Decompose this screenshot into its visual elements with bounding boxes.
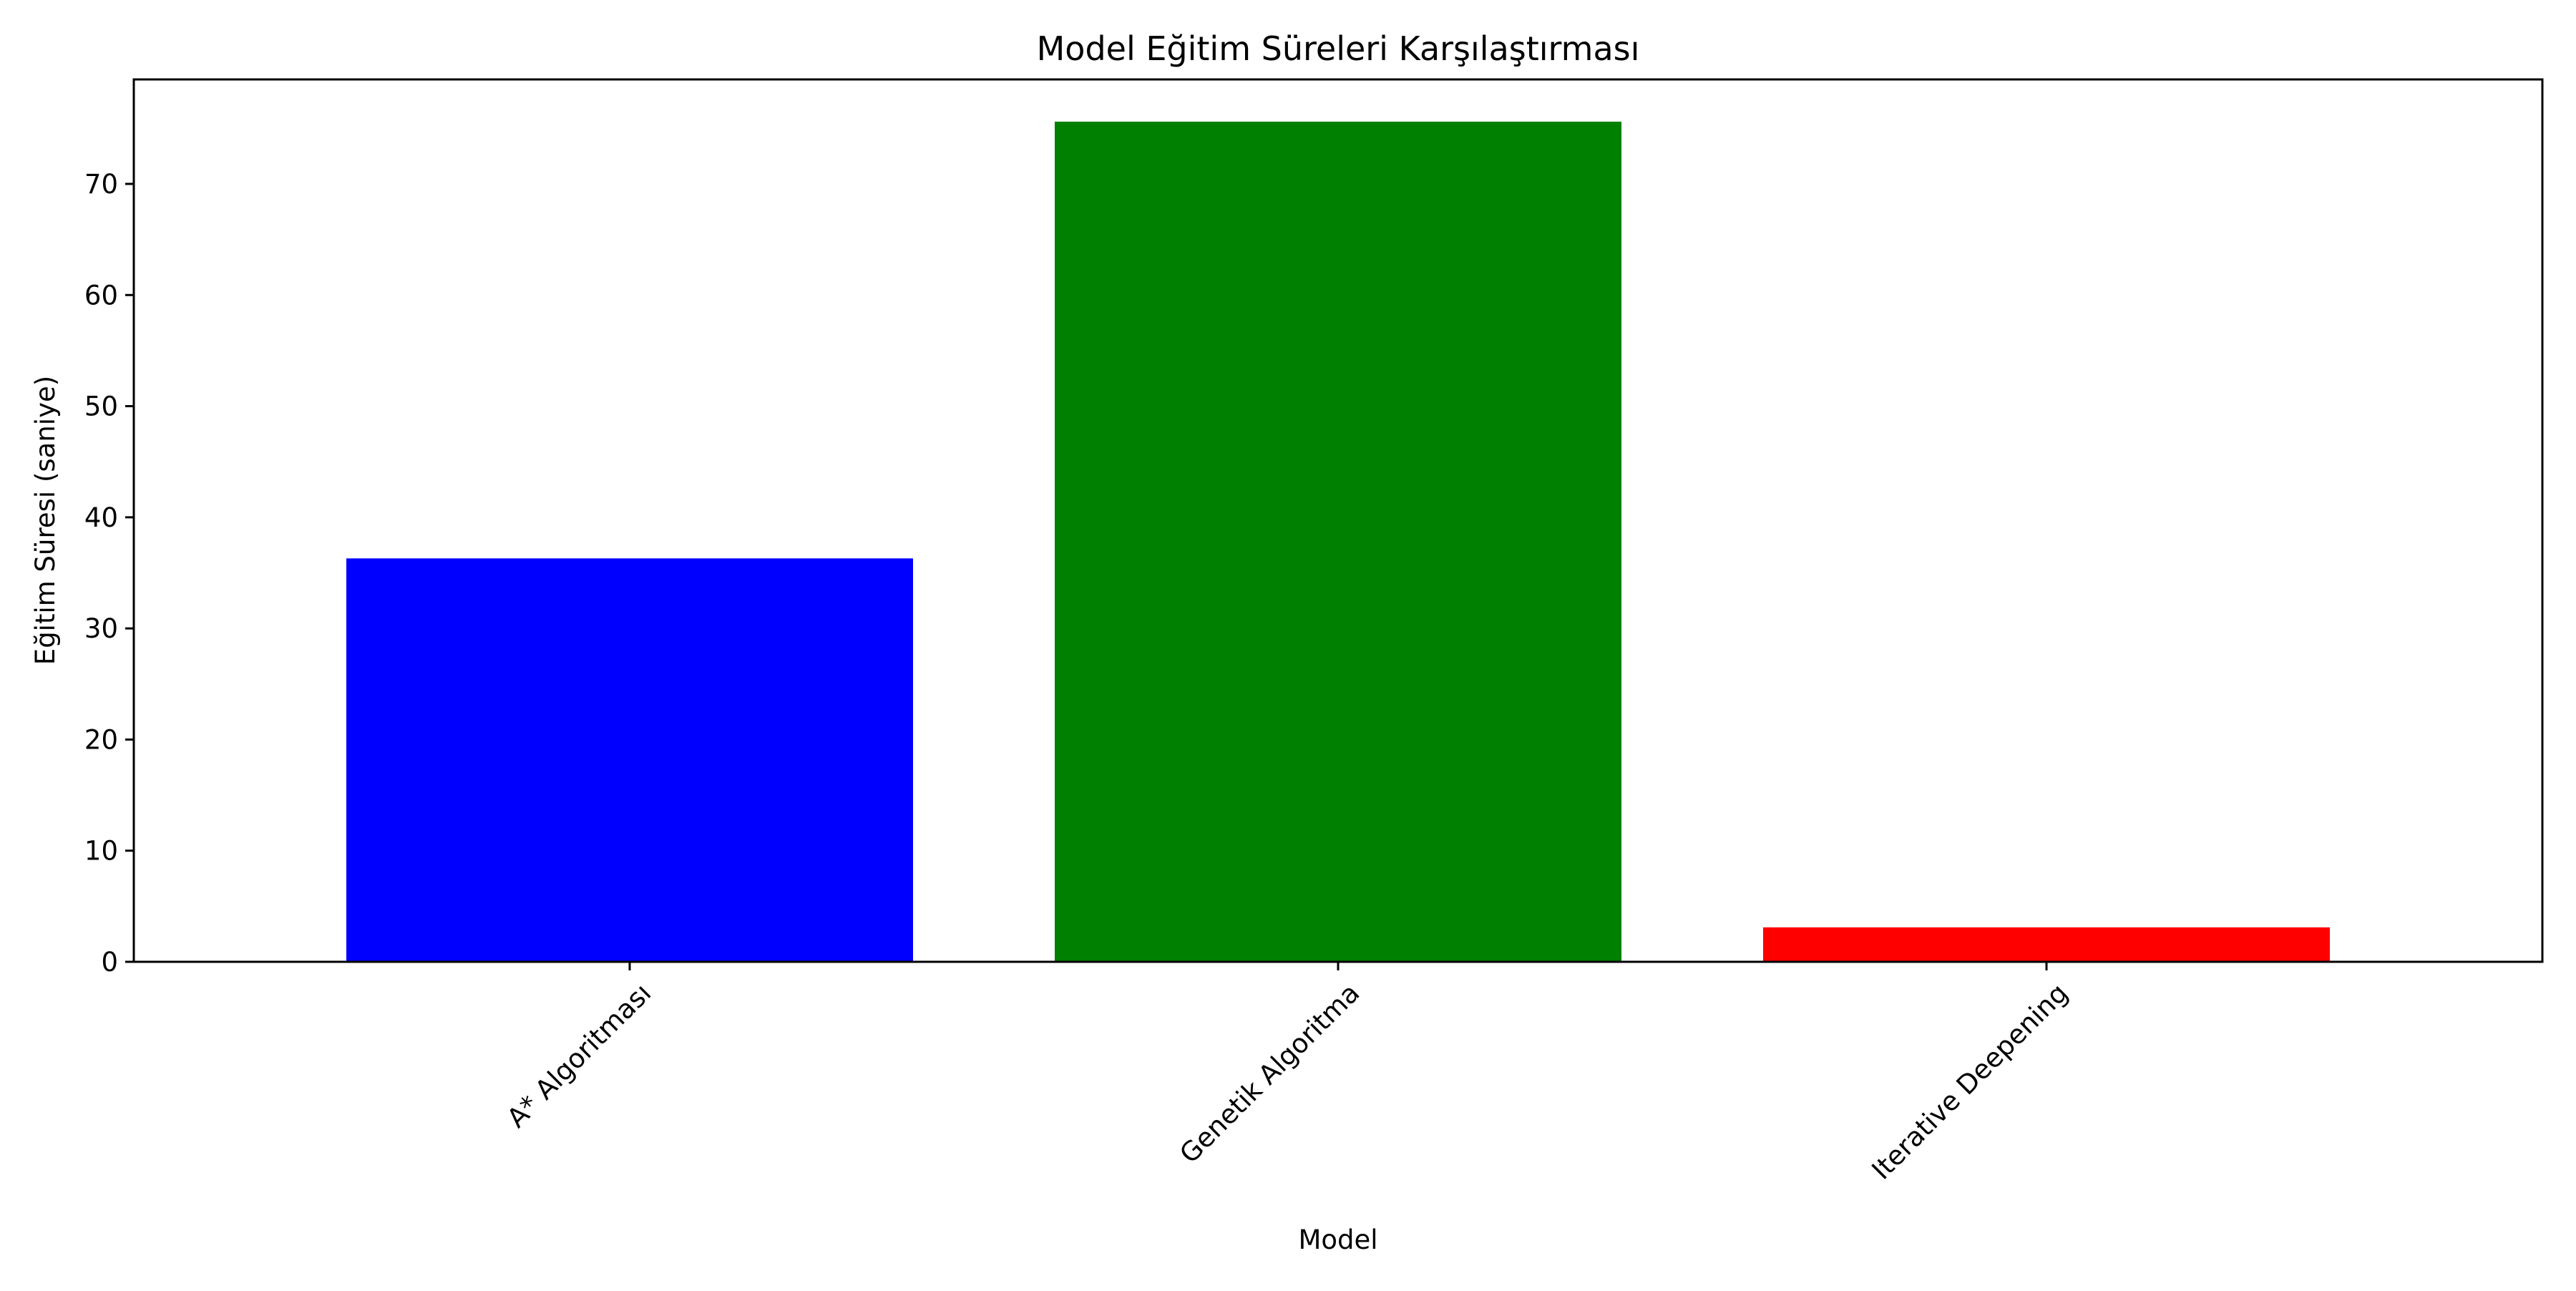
y-axis: 0 10 20 30 40 50 60 70 bbox=[84, 169, 134, 978]
bars-group bbox=[346, 122, 2330, 963]
y-tick-label: 0 bbox=[101, 947, 118, 978]
y-tick-label: 50 bbox=[84, 391, 118, 422]
x-axis-label: Model bbox=[1298, 1224, 1377, 1255]
y-tick-label: 30 bbox=[84, 613, 118, 644]
chart-title: Model Eğitim Süreleri Karşılaştırması bbox=[1037, 29, 1640, 68]
y-tick-label: 10 bbox=[84, 836, 118, 867]
bar bbox=[1055, 122, 1621, 963]
plot-frame bbox=[132, 78, 2544, 963]
y-axis-label: Eğitim Süresi (saniye) bbox=[30, 376, 61, 665]
y-tick-label: 40 bbox=[84, 502, 118, 533]
y-tick-label: 20 bbox=[84, 724, 118, 755]
y-tick-label: 70 bbox=[84, 169, 118, 200]
y-tick-label: 60 bbox=[84, 280, 118, 311]
bar bbox=[346, 558, 913, 962]
bar bbox=[1763, 927, 2330, 962]
